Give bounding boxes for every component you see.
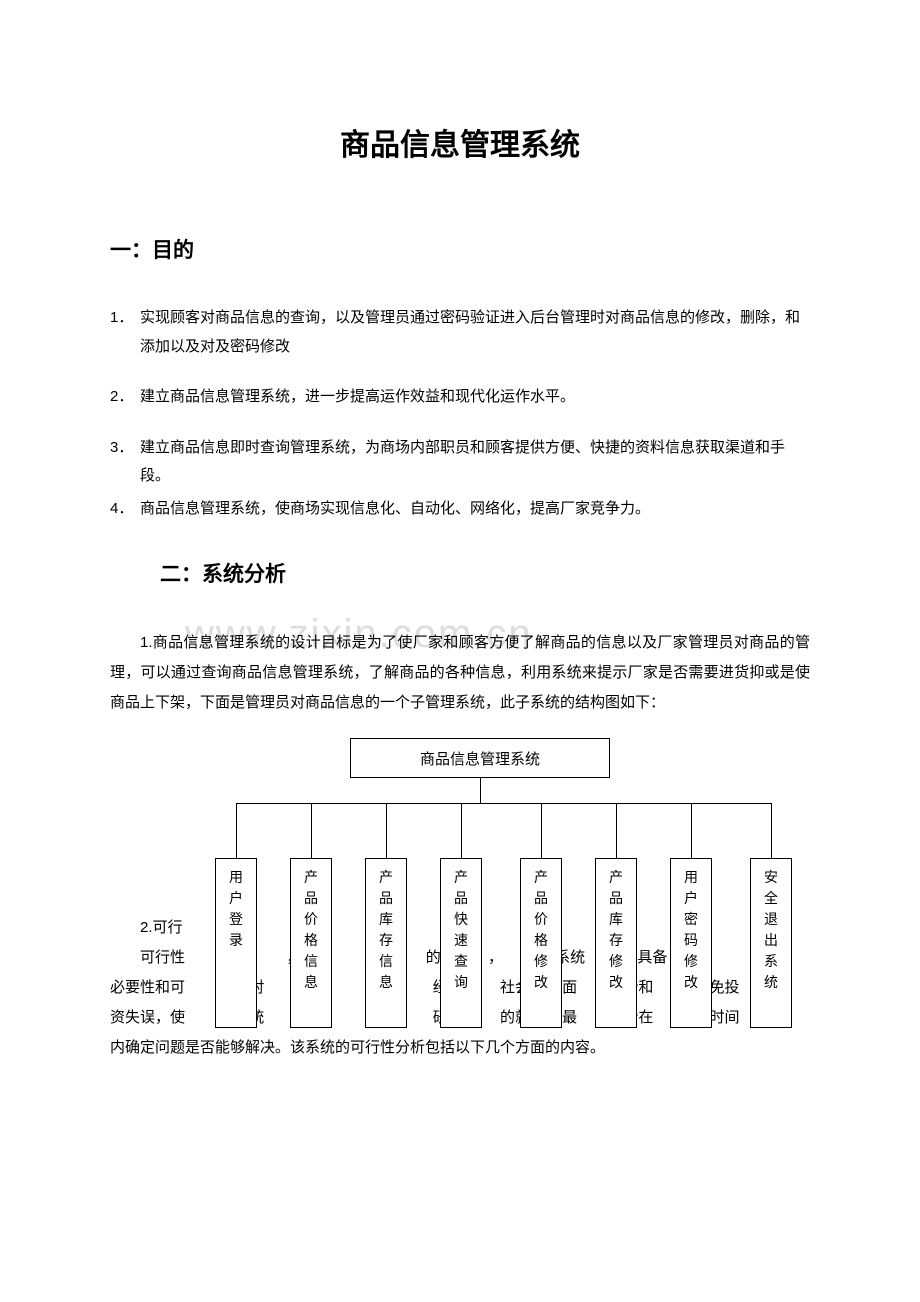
section2-para1: 1.商品信息管理系统的设计目标是为了使厂家和顾客方便了解商品的信息以及厂家管理员… bbox=[110, 628, 810, 718]
org-diagram: 商品信息管理系统 用户登录产品价格信息产品库存信息产品快速查询产品价格修改产品库… bbox=[110, 738, 810, 1028]
diagram-connector bbox=[541, 803, 542, 858]
list-text: 实现顾客对商品信息的查询，以及管理员通过密码验证进入后台管理时对商品信息的修改，… bbox=[140, 304, 810, 361]
diagram-child-box: 产品价格信息 bbox=[290, 858, 332, 1028]
list-text: 建立商品信息管理系统，进一步提高运作效益和现代化运作水平。 bbox=[140, 383, 810, 412]
diagram-connector bbox=[691, 803, 692, 858]
diagram-child-box: 安全退出系统 bbox=[750, 858, 792, 1028]
text-fragment: 2.可行 bbox=[140, 919, 183, 936]
text-fragment: 面 bbox=[562, 979, 577, 996]
diagram-child-box: 用户登录 bbox=[215, 858, 257, 1028]
diagram-child-box: 产品库存信息 bbox=[365, 858, 407, 1028]
list-number: 4． bbox=[110, 495, 140, 524]
list-number: 1． bbox=[110, 304, 140, 361]
list-number: 3． bbox=[110, 434, 140, 491]
text-fragment: 内确定问题是否能够解决。该系统的可行性分析包括以下几个方面的内容。 bbox=[110, 1039, 605, 1056]
page-title: 商品信息管理系统 bbox=[110, 120, 810, 164]
list-item: 4． 商品信息管理系统，使商场实现信息化、自动化、网络化，提高厂家竞争力。 bbox=[110, 495, 810, 524]
text-fragment: 必要性和可 bbox=[110, 979, 185, 996]
diagram-root-box: 商品信息管理系统 bbox=[350, 738, 610, 778]
section2-heading: 二：系统分析 bbox=[160, 558, 810, 588]
diagram-connector bbox=[236, 803, 237, 858]
text-fragment: 资失误，使 bbox=[110, 1009, 185, 1026]
text-fragment: 可行性 bbox=[140, 949, 185, 966]
diagram-child-box: 产品价格修改 bbox=[520, 858, 562, 1028]
list-item: 2． 建立商品信息管理系统，进一步提高运作效益和现代化运作水平。 bbox=[110, 383, 810, 412]
list-item: 1． 实现顾客对商品信息的查询，以及管理员通过密码验证进入后台管理时对商品信息的… bbox=[110, 304, 810, 361]
diagram-connector bbox=[480, 778, 481, 803]
diagram-connector bbox=[771, 803, 772, 858]
diagram-connector bbox=[461, 803, 462, 858]
diagram-child-box: 产品库存修改 bbox=[595, 858, 637, 1028]
diagram-connector bbox=[311, 803, 312, 858]
list-text: 建立商品信息即时查询管理系统，为商场内部职员和顾客提供方便、快捷的资料信息获取渠… bbox=[140, 434, 810, 491]
text-fragment: ， bbox=[488, 949, 503, 966]
section1-heading: 一：目的 bbox=[110, 234, 810, 264]
list-item: 3． 建立商品信息即时查询管理系统，为商场内部职员和顾客提供方便、快捷的资料信息… bbox=[110, 434, 810, 491]
text-fragment: 最 bbox=[562, 1009, 577, 1026]
list-number: 2． bbox=[110, 383, 140, 412]
diagram-child-box: 用户密码修改 bbox=[670, 858, 712, 1028]
diagram-connector bbox=[616, 803, 617, 858]
diagram-connector bbox=[386, 803, 387, 858]
list-text: 商品信息管理系统，使商场实现信息化、自动化、网络化，提高厂家竞争力。 bbox=[140, 495, 810, 524]
diagram-child-box: 产品快速查询 bbox=[440, 858, 482, 1028]
